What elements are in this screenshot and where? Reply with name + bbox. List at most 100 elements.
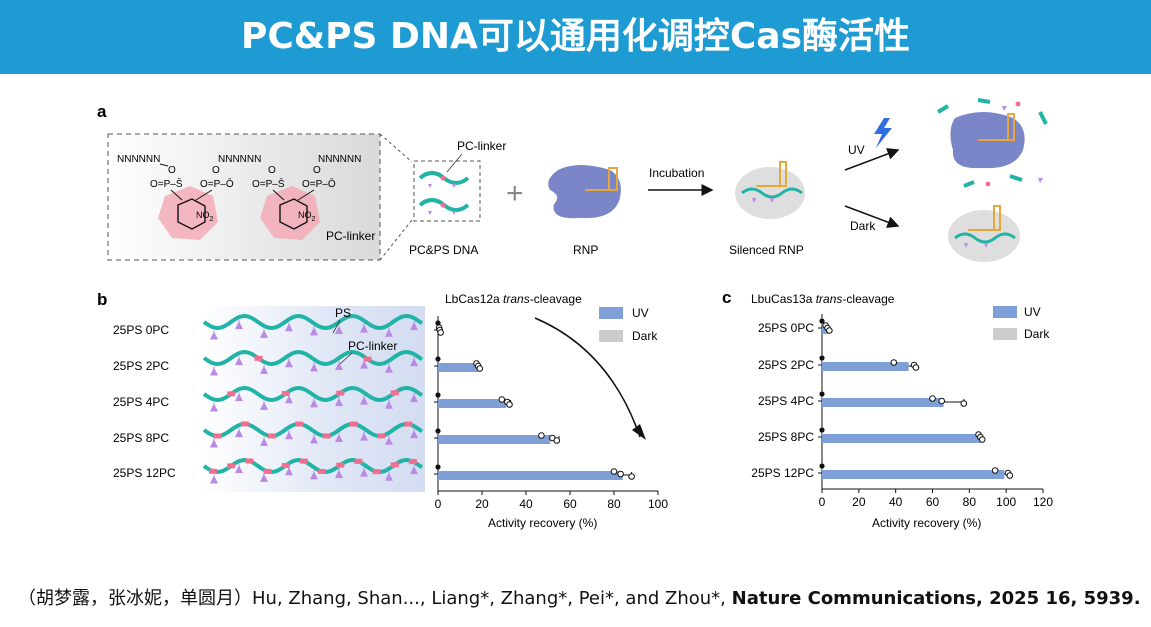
ps-mark: [285, 395, 293, 404]
pc-linker-mark: [227, 463, 236, 469]
data-point: [437, 329, 444, 336]
pc-linker-mark: [408, 459, 417, 465]
ps-mark: [335, 362, 343, 370]
x-tick-label: 40: [889, 495, 903, 509]
seq-label-1: NNNNNN: [117, 154, 160, 165]
pc-linker-callout: PC-linker: [457, 139, 506, 153]
bar-uv: [438, 435, 551, 444]
ps-mark: [260, 401, 268, 410]
dark-point: [819, 463, 825, 469]
panel-a-label: a: [97, 102, 107, 121]
data-point: [978, 436, 986, 443]
ps-mark: [235, 429, 243, 438]
ps-mark: [310, 471, 318, 480]
ps-mark: [360, 360, 368, 369]
data-point: [538, 432, 545, 439]
dark-point: [819, 318, 825, 324]
ps-mark: [752, 198, 756, 203]
silenced-rnp-dark-icon: [948, 205, 1020, 262]
panel-c-label: c: [722, 288, 731, 307]
ps-mark: [285, 359, 293, 368]
fragment: [963, 180, 975, 188]
pc-linker-mark: [245, 458, 254, 464]
lightning-icon: [874, 118, 892, 148]
pc-linker-mark: [318, 469, 327, 475]
ps-mark: [335, 398, 343, 406]
data-point: [960, 400, 968, 407]
pc-linker-mark: [349, 421, 358, 427]
dark-point: [819, 391, 825, 397]
legend-dark-label: Dark: [632, 329, 658, 343]
ps-mark: [385, 328, 393, 337]
nitro-group-2: NO2: [298, 210, 316, 223]
bar-uv: [822, 470, 1005, 479]
ps-mark: [335, 326, 343, 334]
data-point: [553, 437, 561, 444]
phosphorothioate-1: O=P–S̄: [150, 177, 183, 190]
x-tick-label: 100: [996, 495, 1016, 509]
data-point: [506, 401, 513, 408]
x-tick-label: 80: [607, 497, 621, 511]
bond: [170, 189, 183, 201]
pcps-dna-label: PC&PS DNA: [409, 243, 478, 257]
ps-mark: [360, 468, 368, 477]
zoom-line: [379, 219, 413, 261]
legend-uv-label: UV: [632, 306, 649, 320]
benzene-ring: [279, 198, 308, 230]
pc-linker-mark: [268, 433, 277, 439]
dna-strand: [202, 349, 424, 367]
pc-linker-mark: [227, 391, 236, 397]
row-label-1: 25PS 2PC: [113, 359, 169, 373]
structure-pc-linker-label: PC-linker: [326, 229, 375, 243]
ps-mark: [260, 437, 268, 446]
rnp-icon: RNP: [548, 165, 621, 257]
bar-uv: [438, 399, 507, 408]
y-tick-label: 25PS 4PC: [758, 394, 814, 408]
pc-linker-callout-b: PC-linker: [348, 339, 397, 353]
ps-mark: [360, 432, 368, 441]
dna-strand: [954, 232, 1016, 244]
legend-dark-label: Dark: [1024, 327, 1050, 341]
zoom-line: [379, 133, 413, 163]
panel-b-label: b: [97, 290, 107, 309]
data-point: [826, 327, 833, 334]
pc-linker-mark: [372, 469, 381, 475]
pink-highlight: [260, 186, 320, 240]
ps-mark: [984, 243, 988, 248]
ps-mark: [410, 322, 418, 331]
callout-line: [332, 319, 341, 334]
phosphorothioate-2: O=P–S̄: [252, 177, 285, 190]
uv-arrow: [844, 148, 900, 171]
pc-linker-mark: [213, 433, 222, 439]
cas-protein: [948, 210, 1020, 262]
phosphate-1: O=P–Ō: [200, 178, 234, 190]
data-point: [890, 359, 898, 366]
chart2-xlabel: Activity recovery (%): [872, 516, 981, 530]
trend-arrowhead: [632, 424, 646, 440]
pc-linker-structure: NNNNNN NNNNNN NNNNNN O O O O O=P–S̄ O=P–…: [107, 133, 413, 261]
ps-mark: [360, 396, 368, 405]
ps-mark: [385, 364, 393, 373]
citation-authors: （胡梦露，张冰妮，单圆月）Hu, Zhang, Shan..., Liang*,…: [18, 588, 732, 609]
rnp-label: RNP: [573, 243, 598, 257]
pc-linker-mark: [209, 468, 218, 474]
dark-point: [819, 355, 825, 361]
dna-strand: [202, 313, 424, 331]
row-label-4: 25PS 12PC: [113, 466, 176, 480]
ps-mark: [310, 435, 318, 444]
fragment: [936, 104, 950, 114]
ps-mark: [260, 329, 268, 338]
bar-uv: [438, 363, 478, 372]
x-tick-label: 60: [563, 497, 577, 511]
legend-dark-swatch: [993, 328, 1017, 340]
pc-linker-mark: [299, 458, 308, 464]
pc-linker-mark: [354, 458, 363, 464]
phosphate-2: O=P–Ō: [302, 178, 336, 190]
dna-strand: [202, 457, 424, 475]
dark-point: [435, 392, 441, 398]
row-label-0: 25PS 0PC: [113, 323, 169, 337]
pc-site: [440, 175, 446, 181]
pc-linker-mark: [263, 468, 272, 474]
pc-linker-mark: [390, 390, 399, 396]
data-point: [938, 397, 946, 405]
